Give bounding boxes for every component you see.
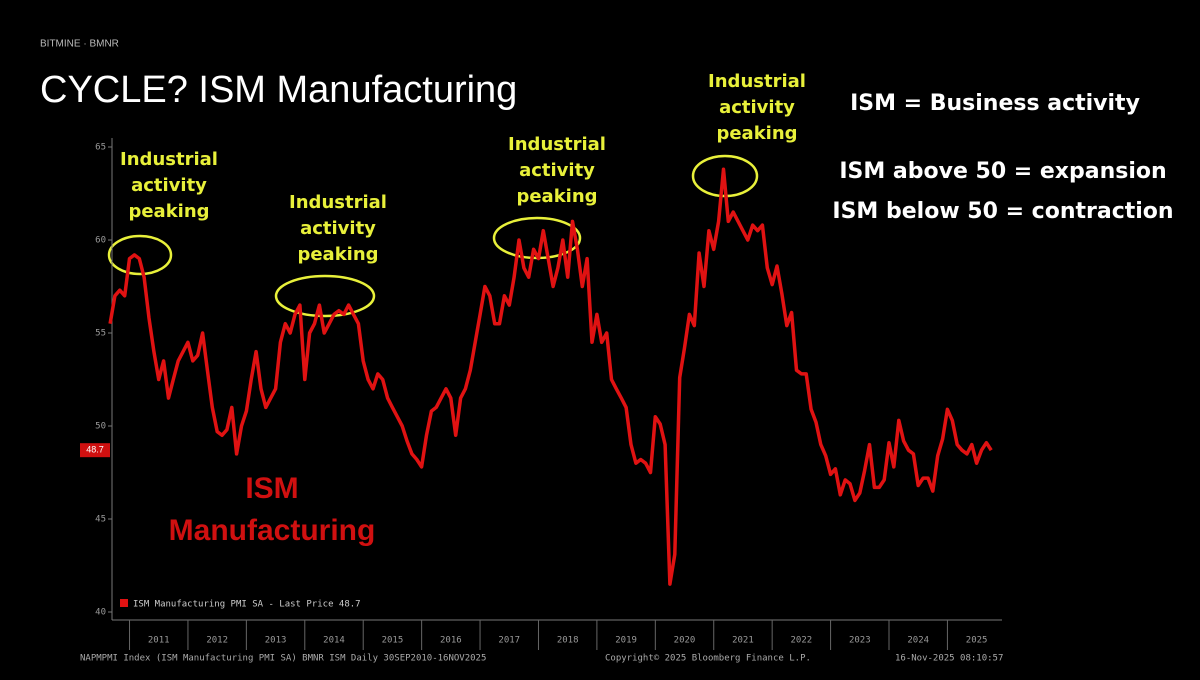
x-tick-label: 2023 [849, 636, 871, 646]
line [108, 167, 993, 586]
y-tick-label: 40 [95, 608, 106, 618]
note: ISM above 50 = expansion [839, 159, 1166, 184]
x-tick-label: 2021 [732, 636, 754, 646]
annotation: peaking [716, 123, 797, 144]
x-tick-label: 2020 [674, 636, 696, 646]
y-tick-label: 65 [95, 143, 106, 153]
highlight-ellipse [107, 234, 173, 276]
x-tick-label: 2014 [323, 636, 345, 646]
annotation: activity [300, 218, 376, 239]
footer: Copyright© 2025 Bloomberg Finance L.P. [605, 654, 811, 664]
x-tick-label: 2011 [148, 636, 170, 646]
annotation: activity [131, 175, 207, 196]
x-tick-label: 2016 [440, 636, 462, 646]
annotation: Industrial [289, 192, 387, 213]
last-price-box [80, 443, 110, 458]
x-tick-label: 2022 [791, 636, 813, 646]
annotation: Industrial [708, 71, 806, 92]
annotation: activity [519, 160, 595, 181]
annotation: peaking [128, 201, 209, 222]
x-tick-label: 2017 [498, 636, 520, 646]
legend-swatch [120, 599, 128, 607]
series-label: ISM [245, 472, 298, 505]
x-tick-label: 2025 [966, 636, 988, 646]
y-tick-label: 55 [95, 329, 106, 339]
footer: NAPMPMI Index (ISM Manufacturing PMI SA)… [80, 654, 486, 664]
x-tick-label: 2018 [557, 636, 579, 646]
x-tick-label: 2015 [382, 636, 404, 646]
note: ISM below 50 = contraction [832, 199, 1173, 224]
brand: BITMINE · BMNR [40, 39, 119, 50]
highlight-ellipse [274, 274, 376, 318]
x-tick-label: 2012 [206, 636, 228, 646]
last-price-label: 48.7 [86, 445, 104, 455]
annotation: peaking [297, 244, 378, 265]
series-label: Manufacturing [169, 514, 376, 547]
y-tick-label: 45 [95, 515, 106, 525]
y-tick-label: 50 [95, 422, 106, 432]
annotation: peaking [516, 186, 597, 207]
chart-title: CYCLE? ISM Manufacturing [40, 69, 517, 111]
note: ISM = Business activity [850, 91, 1140, 116]
x-tick-label: 2019 [615, 636, 637, 646]
annotation: Industrial [120, 149, 218, 170]
legend-label: ISM Manufacturing PMI SA - Last Price 48… [133, 600, 361, 610]
y-tick-label: 60 [95, 236, 106, 246]
annotation: Industrial [508, 134, 606, 155]
footer: 16-Nov-2025 08:10:57 [895, 654, 1003, 664]
x-tick-label: 2024 [907, 636, 929, 646]
annotation: activity [719, 97, 795, 118]
x-tick-label: 2013 [265, 636, 287, 646]
